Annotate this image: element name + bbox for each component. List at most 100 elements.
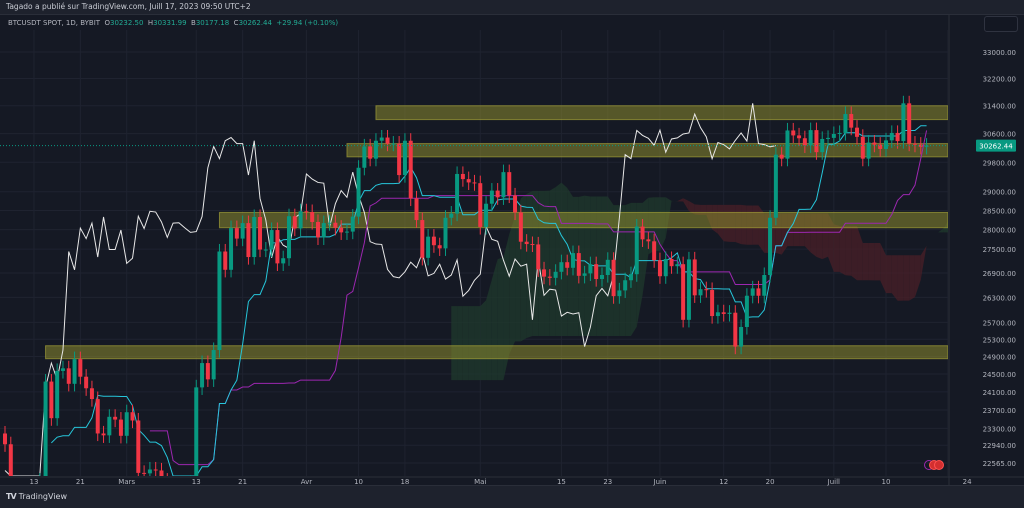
- time-tick-label: 23: [603, 478, 612, 486]
- ichimoku-cloud-segment: [833, 224, 840, 272]
- price-tick-label: 25300.00: [983, 336, 1016, 344]
- candle-body: [223, 251, 228, 270]
- candle-body: [802, 138, 807, 146]
- candle-body: [304, 211, 309, 213]
- ichimoku-cloud-segment: [688, 200, 695, 215]
- candle-body: [513, 195, 518, 213]
- candle-body: [95, 399, 100, 434]
- candle-body: [553, 271, 558, 278]
- candle-body: [675, 264, 680, 267]
- price-chart[interactable]: 33000.00 32200.00 31400.00 30600.00 29800.00…: [0, 0, 1024, 486]
- candle-body: [530, 244, 535, 246]
- candle-body: [843, 114, 848, 133]
- candle-body: [489, 190, 494, 204]
- candle-body: [860, 136, 865, 159]
- candle-body: [924, 145, 929, 147]
- time-tick-label: 24: [963, 478, 972, 486]
- price-tick-label: 27500.00: [983, 246, 1016, 254]
- candle-body: [536, 244, 541, 270]
- candle-body: [605, 259, 610, 276]
- candle-body: [466, 179, 471, 183]
- candle-body: [350, 216, 355, 232]
- candle-body: [559, 262, 564, 272]
- support-resistance-zone: [346, 143, 948, 158]
- candle-body: [907, 103, 912, 144]
- candle-body: [194, 387, 199, 476]
- price-tick-label: 24900.00: [983, 354, 1016, 362]
- ichimoku-cloud-segment: [868, 242, 875, 281]
- candle-body: [310, 212, 315, 222]
- candle-body: [252, 216, 257, 258]
- ichimoku-cloud-segment: [491, 259, 498, 381]
- candle-body: [101, 433, 106, 436]
- time-tick-label: Mai: [474, 478, 486, 486]
- candle-body: [339, 227, 344, 233]
- ichimoku-cloud-segment: [897, 255, 904, 301]
- candle-body: [281, 258, 286, 264]
- candle-body: [773, 154, 778, 218]
- ichimoku-cloud-segment: [862, 242, 869, 281]
- ichimoku-cloud-segment: [874, 242, 881, 281]
- candle-body: [217, 251, 222, 351]
- price-tick-label: 24500.00: [983, 371, 1016, 379]
- ichimoku-cloud-segment: [503, 234, 510, 381]
- footer: TV TradingView: [6, 492, 67, 501]
- candle-body: [507, 172, 512, 196]
- ichimoku-cloud-segment: [607, 196, 614, 337]
- candle-body: [118, 419, 123, 436]
- candle-body: [113, 416, 118, 420]
- candle-body: [669, 259, 674, 267]
- candle-body: [292, 216, 297, 229]
- candle-body: [715, 312, 720, 317]
- tradingview-logo-icon: TV: [6, 492, 17, 501]
- candle-body: [779, 154, 784, 159]
- time-tick-label: 10: [882, 478, 891, 486]
- candle-body: [912, 143, 917, 145]
- candle-body: [460, 173, 465, 180]
- high-value: 30331.99: [153, 19, 187, 27]
- candle-body: [710, 290, 715, 317]
- candle-body: [246, 223, 251, 258]
- candle-body: [8, 444, 13, 476]
- time-tick-label: 13: [30, 478, 39, 486]
- candle-body: [89, 388, 94, 400]
- candle-body: [611, 259, 616, 297]
- candle-body: [733, 312, 738, 347]
- candle-body: [640, 226, 645, 240]
- candle-body: [55, 370, 60, 419]
- candle-body: [373, 140, 378, 159]
- price-tick-label: 29800.00: [983, 159, 1016, 167]
- candle-body: [831, 133, 836, 138]
- ichimoku-cloud-segment: [584, 195, 591, 337]
- candle-body: [478, 183, 483, 227]
- chart-settings-button[interactable]: [984, 16, 1018, 32]
- time-tick-label: 20: [766, 478, 775, 486]
- symbol-label[interactable]: BTCUSDT SPOT, 1D, BYBIT: [8, 19, 101, 27]
- price-tick-label: 24100.00: [983, 389, 1016, 397]
- candle-body: [269, 230, 274, 250]
- candle-body: [315, 221, 320, 238]
- ichimoku-cloud-segment: [845, 225, 852, 276]
- candle-body: [344, 231, 349, 233]
- price-tick-label: 25700.00: [983, 319, 1016, 327]
- ichimoku-cloud-segment: [909, 255, 915, 301]
- candle-body: [762, 275, 767, 296]
- us-event-flag-icon[interactable]: [934, 460, 944, 470]
- candle-body: [599, 275, 604, 280]
- candle-body: [889, 132, 894, 141]
- price-tick-label: 29000.00: [983, 189, 1016, 197]
- kijun-sen-line: [149, 130, 928, 466]
- time-tick-label: 21: [76, 478, 85, 486]
- ichimoku-cloud-segment: [468, 306, 475, 381]
- ichimoku-cloud-segment: [839, 225, 846, 276]
- candle-body: [628, 274, 633, 281]
- price-tick-label: 23700.00: [983, 407, 1016, 415]
- ichimoku-cloud-segment: [457, 306, 463, 381]
- candle-body: [362, 146, 367, 168]
- support-resistance-zone: [218, 211, 948, 229]
- candle-body: [797, 135, 802, 139]
- time-tick-label: Juill: [827, 478, 840, 486]
- candle-body: [72, 359, 77, 384]
- candle-body: [501, 172, 506, 198]
- candle-body: [368, 146, 373, 159]
